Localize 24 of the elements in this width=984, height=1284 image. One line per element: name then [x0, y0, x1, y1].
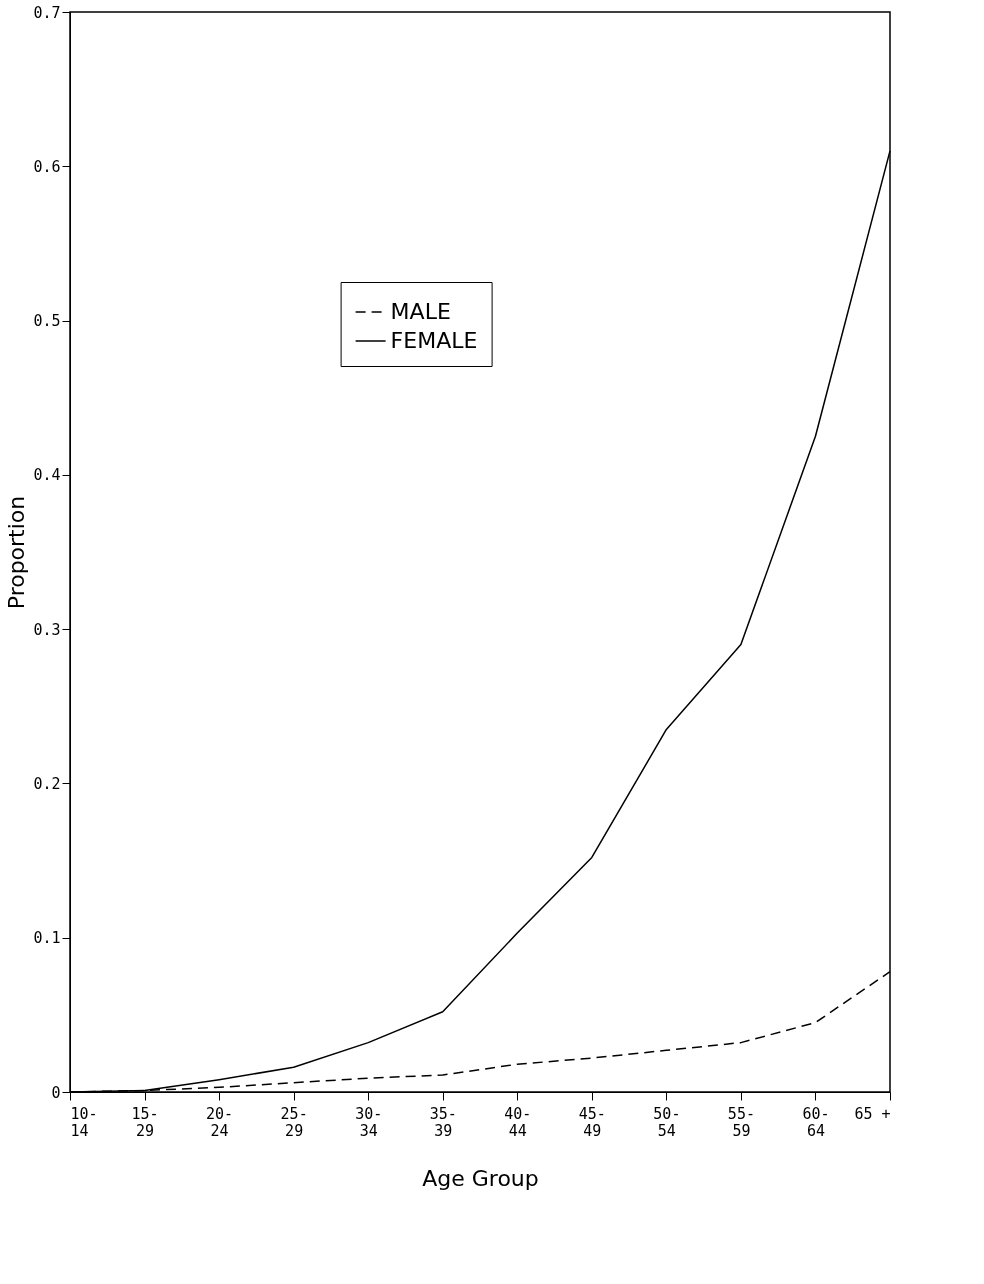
y-tick-label: 0.1: [33, 929, 61, 948]
x-tick-label: 15- 29: [131, 1104, 159, 1140]
y-tick-label: 0.2: [33, 774, 61, 793]
y-tick-label: 0.5: [33, 312, 61, 331]
x-tick-label: 20- 24: [206, 1104, 234, 1140]
x-tick-label: 10- 14: [70, 1104, 98, 1140]
y-tick-label: 0.7: [33, 3, 61, 22]
x-tick-label: 35- 39: [429, 1104, 457, 1140]
legend-label: MALE: [390, 299, 451, 324]
x-tick-label: 55- 59: [727, 1104, 755, 1140]
y-tick-label: 0.4: [33, 466, 61, 485]
x-tick-label: 60- 64: [802, 1104, 830, 1140]
x-tick-label: 30- 34: [355, 1104, 383, 1140]
x-axis-title: Age Group: [422, 1165, 539, 1191]
x-tick-label: 40- 44: [504, 1104, 532, 1140]
legend-label: FEMALE: [390, 328, 478, 353]
y-axis-title: Proportion: [4, 495, 30, 610]
x-tick-label: 45- 49: [578, 1104, 606, 1140]
x-tick-label: 50- 54: [653, 1104, 681, 1140]
y-tick-label: 0.3: [33, 620, 61, 639]
y-tick-label: 0.6: [33, 157, 61, 176]
y-tick-label: 0: [51, 1083, 61, 1102]
x-tick-label: 65 +: [854, 1104, 891, 1123]
x-tick-label: 25- 29: [280, 1104, 308, 1140]
